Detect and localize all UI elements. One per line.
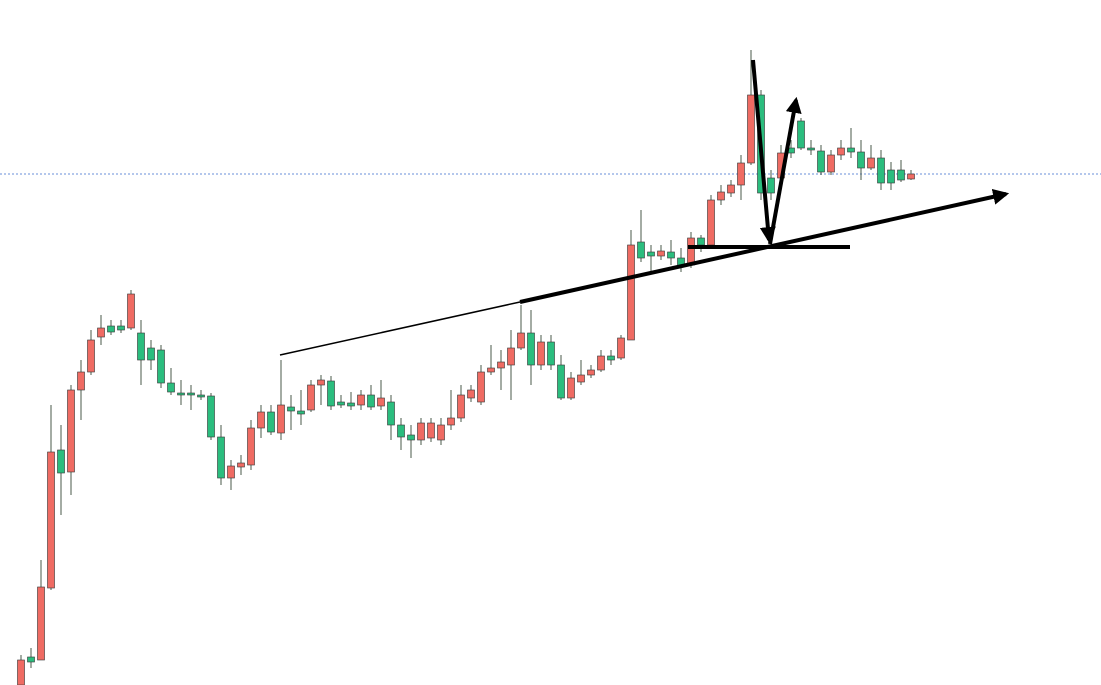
candle-body: [897, 169, 905, 181]
candle-body: [717, 191, 725, 201]
candle-body: [847, 147, 855, 153]
candle-body: [197, 394, 205, 398]
candle-body: [607, 355, 615, 361]
candle-body: [57, 449, 65, 474]
candle-body: [397, 424, 405, 438]
candle-body: [767, 177, 775, 194]
candle-body: [417, 422, 425, 441]
drawings: [279, 59, 1010, 356]
candle-body: [157, 349, 165, 384]
candle-body: [797, 120, 805, 149]
candle-body: [887, 169, 895, 184]
candle-body: [827, 154, 835, 173]
candle-body: [467, 389, 475, 399]
candle-body: [317, 379, 325, 386]
candle-body: [667, 251, 675, 259]
candle-body: [117, 325, 125, 331]
candle-body: [427, 422, 435, 439]
candle-body: [877, 157, 885, 184]
candle-body: [207, 395, 215, 438]
candle-body: [147, 347, 155, 361]
candle-body: [377, 397, 385, 407]
candle-body: [127, 293, 135, 329]
candle-body: [277, 404, 285, 434]
candle-body: [747, 94, 755, 164]
candle-body: [687, 237, 695, 266]
candle-body: [107, 325, 115, 333]
candle-body: [447, 417, 455, 426]
candle-body: [587, 369, 595, 376]
candle-body: [17, 659, 25, 685]
candle-body: [697, 237, 705, 246]
candle-body: [907, 173, 915, 180]
candle-body: [267, 411, 275, 433]
candle-body: [627, 244, 635, 341]
candle-body: [857, 151, 865, 169]
candle-body: [617, 337, 625, 359]
candle-body: [537, 341, 545, 366]
candle-body: [457, 394, 465, 419]
candle-body: [437, 424, 445, 441]
candle-body: [87, 339, 95, 373]
candle-body: [237, 462, 245, 468]
rise-arrow: [768, 96, 802, 245]
candle-body: [297, 410, 305, 415]
candle-body: [137, 332, 145, 361]
candle-body: [527, 332, 535, 366]
candle-body: [217, 436, 225, 479]
candle-body: [47, 451, 55, 589]
candle-body: [577, 374, 585, 383]
candle-body: [257, 411, 265, 429]
trend-line-thin: [279, 301, 521, 356]
candle-body: [547, 341, 555, 366]
candle-body: [497, 361, 505, 369]
candle-body: [867, 157, 875, 169]
candle-body: [367, 394, 375, 408]
candle-body: [327, 380, 335, 407]
candle-body: [407, 434, 415, 441]
candle-body: [507, 347, 515, 366]
candle-body: [167, 382, 175, 393]
candle-body: [307, 384, 315, 411]
candles: [17, 50, 915, 685]
candle-body: [337, 401, 345, 406]
candle-body: [567, 377, 575, 399]
candle-body: [37, 586, 45, 661]
candle-body: [477, 371, 485, 403]
candle-body: [727, 184, 735, 194]
candle-body: [387, 401, 395, 426]
candle-body: [287, 406, 295, 412]
candle-body: [227, 465, 235, 479]
candle-body: [657, 250, 665, 257]
candle-body: [67, 389, 75, 473]
candle-body: [347, 402, 355, 407]
candle-body: [27, 656, 35, 663]
candle-body: [357, 394, 365, 406]
candle-body: [817, 150, 825, 173]
candle-body: [707, 199, 715, 246]
candle-body: [557, 364, 565, 399]
candle-body: [487, 367, 495, 373]
drop-arrow: [751, 59, 776, 244]
candle-body: [807, 147, 815, 151]
candle-body: [597, 355, 605, 371]
candle-body: [647, 251, 655, 257]
candle-body: [77, 371, 85, 391]
candle-body: [97, 327, 105, 338]
candle-body: [637, 241, 645, 259]
candle-body: [177, 392, 185, 396]
candle-body: [247, 427, 255, 466]
candle-body: [737, 162, 745, 186]
candle-body: [837, 147, 845, 156]
candle-body: [517, 332, 525, 349]
candle-body: [187, 392, 195, 396]
